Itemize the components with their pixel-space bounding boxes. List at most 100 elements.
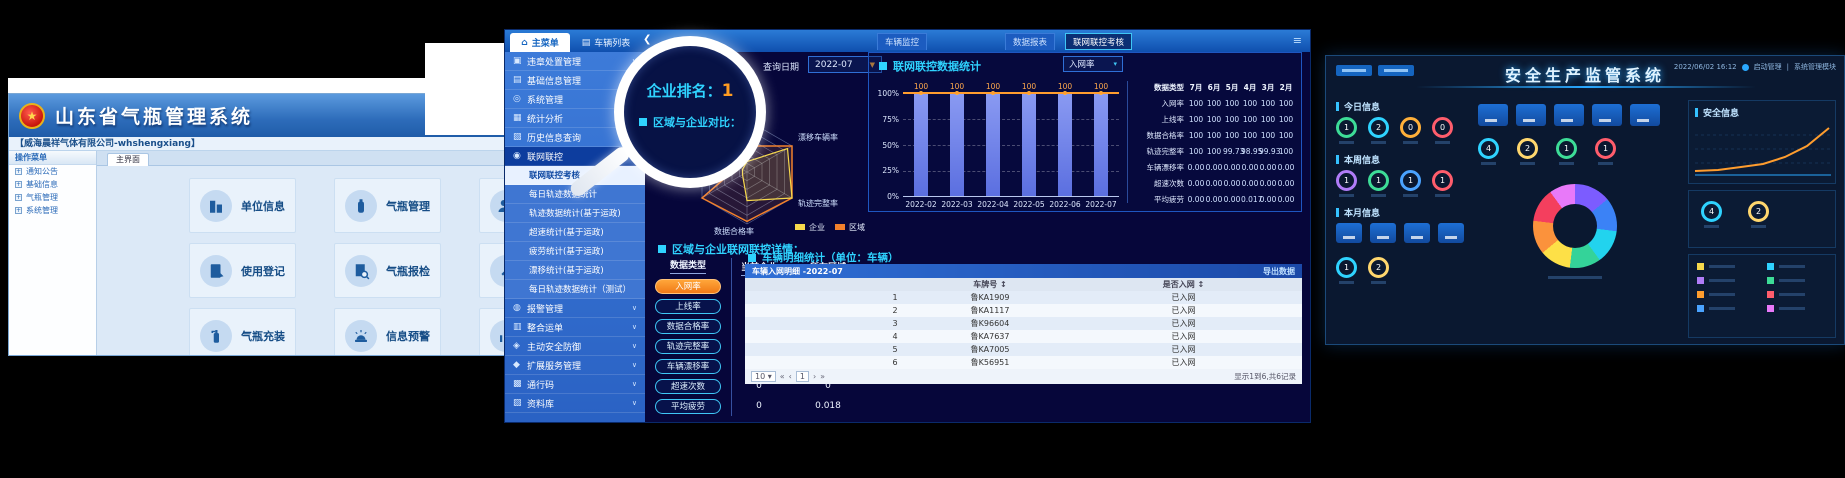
card-label: 使用登记 [241,264,285,278]
table-row[interactable]: 3 鲁K96604 已入网 [745,317,1302,330]
table-row[interactable]: 1 鲁KA1909 已入网 [745,291,1302,304]
last-page-icon[interactable]: » [820,372,826,381]
y-tick: 25% [882,166,899,176]
prev-page-icon[interactable]: ‹ [788,372,792,381]
table-row[interactable]: 2 鲁KA1117 已入网 [745,304,1302,317]
sidebar-item[interactable]: ▨ 资料库 ∨ [505,394,645,413]
magnified-compare-title: 区域与企业对比： [624,114,756,130]
left-sidebar-item[interactable]: + 基础信息 [9,178,96,191]
plate-column-header[interactable]: 车牌号 ↕ [973,280,1007,289]
metric-button[interactable]: 车辆漂移率 [655,358,721,374]
submenu-item[interactable]: 每日轨迹数据统计（测试） [505,280,645,299]
card-cylinder-mgmt[interactable]: 气瓶管理 [334,178,441,233]
month-row: 入网率 100 100 100 100 100 100 [1131,95,1299,111]
expand-plus-icon[interactable]: + [15,168,22,175]
module-name[interactable]: 系统管理模块 [1794,63,1836,71]
submenu-item[interactable]: 轨迹数据统计(基于运政) [505,204,645,223]
legend-label-placeholder [1709,293,1735,296]
submenu-item[interactable]: 漂移统计(基于运政) [505,261,645,280]
tab-main-view[interactable]: 主界面 [107,153,149,166]
month-headers: 7月 6月 5月 4月 3月 2月 [1187,82,1299,93]
month-row: 轨迹完整率 100 100 99.73 98.95 99.93 100 [1131,143,1299,159]
metric-button[interactable]: 超速次数 [655,378,721,394]
sidebar-item[interactable]: ◍ 报警管理 ∨ [505,299,645,318]
left-sidebar-item[interactable]: + 气瓶管理 [9,191,96,204]
metric-button[interactable]: 平均疲劳 [655,398,721,414]
expand-plus-icon[interactable]: + [15,207,22,214]
card-inspection[interactable]: 气瓶报检 [334,243,441,298]
first-page-icon[interactable]: « [779,372,785,381]
sidebar-item[interactable]: ▩ 通行码 ∨ [505,375,645,394]
stat-ring: 1 [1368,170,1389,197]
card-tools[interactable] [479,243,507,298]
legend-item [1767,291,1827,298]
card-statistics[interactable] [479,308,507,355]
card-filling[interactable]: 气瓶充装 [189,308,296,355]
month-cell: 0.00 [1205,162,1223,172]
metric-button[interactable]: 上线率 [655,298,721,314]
card-usage-register[interactable]: 使用登记 [189,243,296,298]
stat-ring: 1 [1432,170,1453,197]
card-unit-info[interactable]: 单位信息 [189,178,296,233]
header-pill-button[interactable] [1336,65,1372,76]
table-row[interactable]: 5 鲁KA7005 已入网 [745,343,1302,356]
month-cell: 0.00 [1223,178,1241,188]
query-date-select[interactable]: 2022-07 ▼ [808,56,882,73]
center-content: 企业排名：1 查询日期 2022-07 ▼ 区域与企业对比： [645,52,1310,422]
month-row: 超速次数 0.00 0.00 0.00 0.00 0.00 0.00 [1131,175,1299,191]
month-cell: 0.00 [1187,162,1205,172]
chevron-down-icon: ∨ [631,304,637,312]
sidebar-item[interactable]: ▣ 违章处置管理 ∨ [505,52,645,71]
table-row[interactable]: 4 鲁KA7637 已入网 [745,330,1302,343]
month-cell: 0.00 [1259,178,1277,188]
section-month: 本月信息 [1336,206,1468,219]
submenu-item[interactable]: 超速统计(基于运政) [505,223,645,242]
legend-label-placeholder [1779,279,1805,282]
card-personnel[interactable] [479,178,507,233]
mini-tab[interactable]: 车辆监控 [877,33,928,50]
metric-button[interactable]: 轨迹完整率 [655,338,721,354]
sidebar-item[interactable]: ▥ 整合运单 ∨ [505,318,645,337]
left-sidebar-item[interactable]: + 通知公告 [9,165,96,178]
row-index: 5 [892,345,898,354]
page-number-input[interactable]: 1 [795,371,809,382]
left-sidebar-item[interactable]: + 系统管理 [9,204,96,217]
ring: 1 [1336,257,1357,278]
expand-plus-icon[interactable]: + [15,194,22,201]
expand-plus-icon[interactable]: + [15,181,22,188]
sidebar-item[interactable]: ◎ 系统管理 [505,90,645,109]
sidebar-item[interactable]: ◈ 主动安全防御 ∨ [505,337,645,356]
plate-cell: 鲁KA7637 [970,332,1010,341]
tab-main-menu[interactable]: ⌂ 主菜单 [510,33,570,52]
caret-down-icon: ▾ [1113,60,1117,68]
status-column-header[interactable]: 是否入网 ↕ [1162,280,1205,289]
card-label: 单位信息 [241,199,285,213]
legend-item: 区域 [835,222,865,233]
metric-button[interactable]: 数据合格率 [655,318,721,334]
sidebar-item[interactable]: ◆ 扩展服务管理 ∨ [505,356,645,375]
card-alert[interactable]: 信息预警 [334,308,441,355]
next-page-icon[interactable]: › [812,372,817,381]
mini-tab[interactable]: 数据报表 [1005,33,1056,50]
home-icon: ⌂ [521,37,528,48]
submenu-item[interactable]: 疲劳统计(基于运政) [505,242,645,261]
month-cell: 0.00 [1187,194,1205,204]
metric-button-active[interactable]: 入网率 [655,278,721,294]
user-name[interactable]: 启动管理 [1753,63,1782,71]
ring-value: 2 [1375,123,1382,132]
header-pill-button[interactable] [1378,65,1414,76]
tab-vehicle-list[interactable]: ▤ 车辆列表 [575,33,637,52]
month-table: 数据类型 7月 6月 5月 4月 3月 2月 入网率 100 100 100 [1131,79,1299,207]
collapse-icon[interactable]: ❮ [643,34,652,45]
ring-label-placeholder [1371,141,1386,144]
legend-item [1697,291,1757,298]
export-data-button[interactable]: 导出数据 [1263,266,1295,276]
table-row[interactable]: 6 鲁K56951 已入网 [745,356,1302,369]
month-cell: 100 [1188,146,1204,156]
page-size-select[interactable]: 10 ▾ [751,371,776,382]
menu-burger-icon[interactable]: ≡ [1292,34,1302,47]
ring-value: 1 [1439,176,1446,185]
month-header: 7月 [1189,82,1203,92]
mini-tab-network-assessment[interactable]: 联网联控考核 [1065,33,1133,50]
metric-select[interactable]: 入网率 ▾ [1063,56,1123,72]
